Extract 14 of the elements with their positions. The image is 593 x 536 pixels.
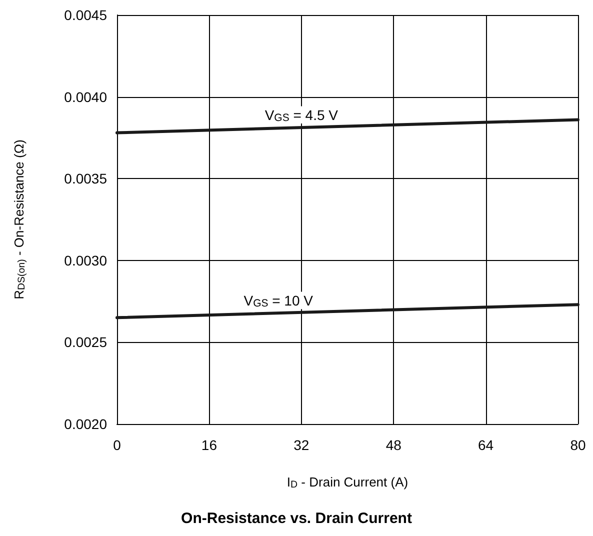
y-axis-title: RDS(on) - On-Resistance (Ω) bbox=[12, 140, 28, 300]
x-tick-label: 80 bbox=[570, 437, 586, 453]
x-tick-label: 64 bbox=[478, 437, 494, 453]
text: On-Resistance vs. Drain Current bbox=[181, 510, 412, 527]
x-tick-label: 48 bbox=[386, 437, 402, 453]
y-tick-label: 0.0030 bbox=[64, 252, 108, 268]
x-tick-label: 16 bbox=[201, 437, 218, 453]
x-tick-label: 32 bbox=[294, 437, 310, 453]
y-tick-label: 0.0035 bbox=[64, 170, 108, 187]
y-tick-label: 0.0025 bbox=[64, 334, 108, 350]
x-tick-label: 0 bbox=[113, 437, 122, 453]
y-tick-label: 0.0040 bbox=[64, 88, 108, 105]
y-tick-label: 0.0020 bbox=[64, 416, 108, 432]
y-tick-label: 0.0045 bbox=[64, 7, 108, 23]
